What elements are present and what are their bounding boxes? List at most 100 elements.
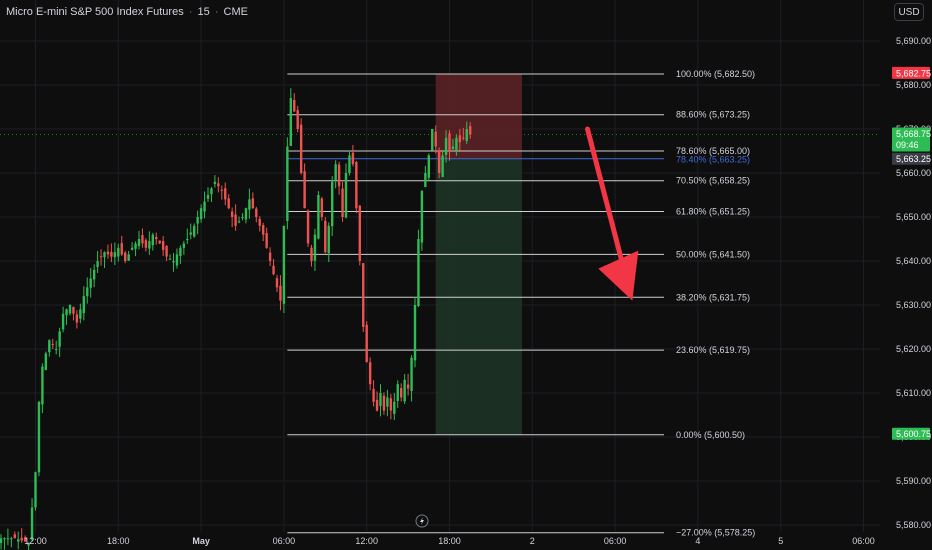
exchange-label: CME — [223, 6, 248, 18]
candle-body — [275, 278, 279, 288]
fib-level-label: 88.60% (5,673.25) — [676, 110, 750, 120]
candle-body — [179, 247, 182, 256]
x-axis-tick-label: 18:00 — [107, 536, 130, 546]
candle-body — [406, 384, 410, 389]
fib-level-label: 100.00% (5,682.50) — [676, 69, 755, 79]
candle-body — [382, 395, 386, 411]
candle-body — [386, 397, 389, 407]
candle-body — [168, 258, 172, 260]
x-axis-tick-label: 18:00 — [438, 536, 461, 546]
fib-level-label: 78.60% (5,665.00) — [676, 146, 750, 156]
candle-body — [220, 189, 223, 191]
candle-body — [155, 237, 158, 239]
take-profit-zone[interactable] — [435, 158, 522, 435]
arrow-shaft[interactable] — [585, 126, 629, 282]
candle-body — [244, 208, 248, 220]
candle-body — [137, 239, 141, 246]
interval-label[interactable]: 15 — [197, 6, 210, 18]
fib-blue-label: 78.40% (5,663.25) — [676, 155, 750, 165]
price-label-box — [892, 152, 930, 165]
currency-button[interactable]: USD — [894, 3, 924, 21]
x-axis-tick-label: May — [192, 536, 210, 546]
candle-body — [296, 110, 299, 129]
price-label-text: 5,668.75 — [896, 129, 931, 139]
fib-level-label: −27.00% (5,578.25) — [676, 528, 755, 538]
price-label-box — [892, 427, 930, 440]
y-axis-tick-label: 5,690.00 — [896, 36, 931, 46]
y-axis-tick-label: 5,620.00 — [896, 344, 931, 354]
candle-body — [127, 254, 130, 261]
fibonacci-retracement[interactable]: 100.00% (5,682.50) 88.60% (5,673.25) 78.60… — [287, 69, 755, 538]
candle-body — [65, 309, 68, 316]
candle-body — [389, 398, 393, 411]
candle-body — [444, 137, 448, 155]
candle-body — [320, 198, 324, 217]
candle-body — [158, 240, 161, 244]
candle-body — [299, 124, 303, 173]
x-axis-tick-label: 12:00 — [355, 536, 378, 546]
candle-body — [193, 225, 196, 237]
candle-body — [451, 146, 455, 150]
candle-body — [48, 340, 51, 353]
candle-body — [34, 472, 37, 508]
candle-body — [117, 247, 120, 257]
y-axis-tick-label: 5,610.00 — [896, 388, 931, 398]
candle-body — [462, 137, 465, 139]
candle-body — [124, 252, 127, 261]
candle-body — [161, 241, 165, 250]
fib-level-label: 23.60% (5,619.75) — [676, 345, 750, 355]
candle-body — [189, 232, 192, 235]
candle-body — [10, 538, 13, 540]
candle-body — [230, 211, 234, 217]
candle-body — [437, 150, 441, 173]
candle-body — [30, 507, 34, 540]
x-axis-tick-label: 5 — [778, 536, 783, 546]
candle-body — [148, 241, 151, 249]
candle-body — [13, 534, 16, 539]
candle-body — [255, 208, 258, 217]
candle-body — [237, 221, 241, 223]
candle-body — [375, 399, 379, 411]
candle-body — [27, 542, 30, 546]
candle-body — [303, 171, 306, 209]
candle-body — [227, 198, 230, 209]
candle-body — [0, 538, 3, 543]
position-zones — [435, 74, 522, 435]
candle-body — [72, 306, 75, 314]
candle-body — [3, 538, 6, 540]
candle-body — [241, 217, 244, 218]
candle-body — [413, 305, 417, 361]
candle-body — [41, 366, 44, 405]
candle-body — [17, 539, 20, 542]
candle-body — [144, 240, 148, 248]
down-arrow-annotation[interactable] — [585, 126, 639, 301]
price-label-box — [892, 127, 930, 152]
fib-level-label: 61.80% (5,651.25) — [676, 207, 750, 217]
fib-level-label: 0.00% (5,600.50) — [676, 430, 745, 440]
candle-body — [165, 246, 168, 257]
candle-body — [99, 256, 103, 258]
y-axis-tick-label: 5,650.00 — [896, 212, 931, 222]
candle-body — [44, 353, 48, 371]
candle-body — [89, 278, 92, 288]
candle-body — [213, 181, 217, 184]
candle-body — [400, 388, 403, 398]
candle-body — [134, 243, 137, 249]
candle-body — [293, 100, 296, 112]
candle-body — [130, 247, 134, 250]
candle-body — [68, 305, 72, 314]
y-axis-tick-label: 5,640.00 — [896, 256, 931, 266]
candle-body — [410, 357, 413, 392]
price-label-text: 5,682.75 — [896, 68, 931, 78]
arrow-head[interactable] — [598, 250, 639, 301]
price-label-countdown: 09:46 — [896, 140, 919, 150]
candle-body — [251, 198, 255, 209]
y-axis-tick-label: 5,580.00 — [896, 520, 931, 530]
x-axis-tick-label: 06:00 — [604, 536, 627, 546]
x-axis-tick-label: 12:00 — [24, 536, 47, 546]
candle-body — [151, 234, 154, 246]
candle-body — [6, 538, 10, 540]
candle-body — [306, 210, 310, 244]
